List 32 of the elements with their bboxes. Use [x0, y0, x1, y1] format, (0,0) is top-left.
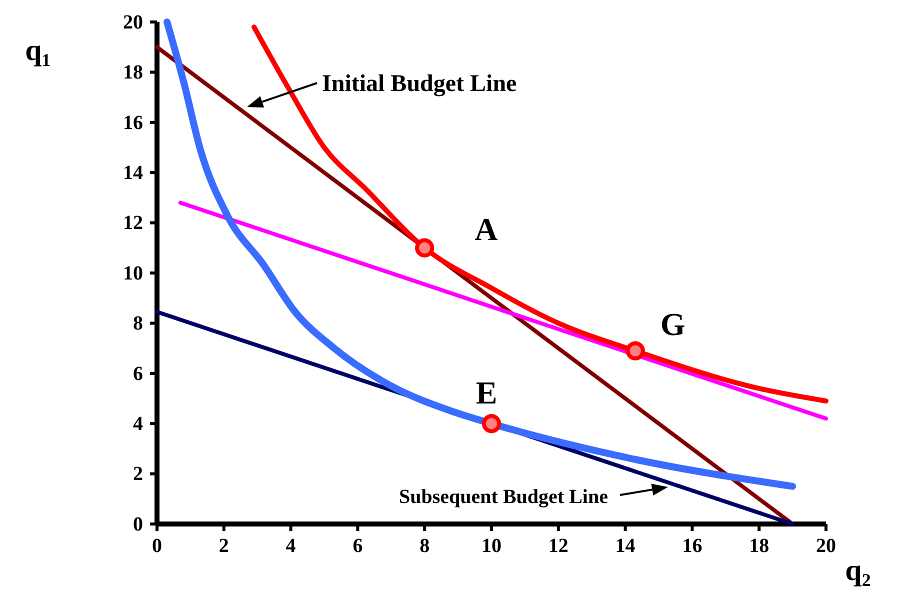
point — [482, 414, 502, 434]
y-tick-label: 2 — [133, 463, 143, 486]
x-tick-label: 0 — [152, 535, 162, 557]
y-tick-label: 16 — [123, 112, 143, 134]
y-tick-label: 4 — [133, 413, 143, 435]
x-tick-label: 10 — [482, 535, 502, 557]
y-tick-label: 0 — [133, 513, 143, 536]
y-tick-label: 14 — [123, 162, 143, 184]
y-tick-label: 6 — [133, 362, 143, 385]
annotation: G — [660, 306, 686, 342]
annotation: Initial Budget Line — [322, 71, 518, 97]
y-axis-title: q₁ — [25, 34, 51, 67]
x-tick-label: 18 — [749, 535, 770, 557]
annotation: E — [476, 374, 498, 411]
x-tick-label: 8 — [420, 535, 430, 557]
y-tick-label: 18 — [123, 62, 143, 84]
annotation: Subsequent Budget Line — [399, 486, 608, 508]
x-tick-label: 14 — [615, 535, 636, 557]
x-tick-label: 20 — [816, 535, 836, 557]
x-axis-title: q₂ — [845, 554, 871, 587]
x-tick-label: 2 — [218, 535, 229, 557]
point — [626, 341, 645, 360]
y-tick-label: 12 — [123, 212, 143, 234]
x-tick-label: 12 — [548, 535, 568, 557]
x-tick-label: 16 — [682, 535, 702, 557]
x-tick-label: 4 — [286, 535, 296, 557]
annotation: A — [474, 210, 498, 247]
point — [415, 238, 434, 258]
x-tick-label: 6 — [352, 535, 363, 557]
y-tick-label: 20 — [123, 11, 143, 34]
y-tick-label: 10 — [123, 262, 143, 284]
y-tick-label: 8 — [133, 312, 143, 335]
